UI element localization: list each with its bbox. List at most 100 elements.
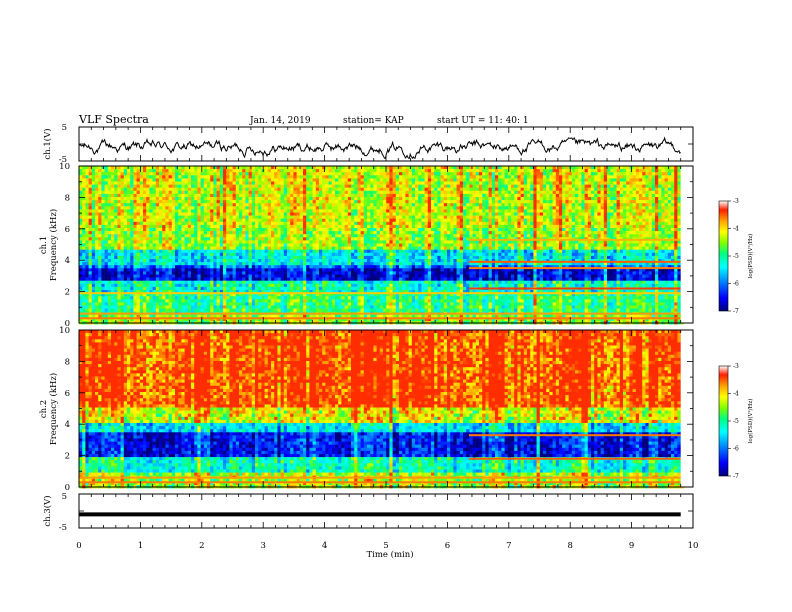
spectrogram-cell bbox=[216, 181, 221, 185]
spectrogram-cell bbox=[463, 243, 467, 247]
spectrogram-cell bbox=[616, 178, 621, 182]
spectrogram-cell bbox=[555, 178, 560, 182]
spectrogram-cell bbox=[149, 203, 153, 207]
spectrogram-cell bbox=[219, 172, 224, 176]
spectrogram-cell bbox=[437, 243, 441, 247]
spectrogram-cell bbox=[107, 209, 112, 213]
spectrogram-cell bbox=[181, 169, 185, 173]
spectrogram-cell bbox=[514, 224, 518, 229]
spectrogram-cell bbox=[248, 228, 253, 232]
spectrogram-cell bbox=[168, 193, 173, 198]
spectrogram-cell bbox=[283, 218, 288, 223]
spectrogram-cell bbox=[175, 224, 179, 229]
spectrogram-cell bbox=[216, 172, 221, 176]
spectrogram-cell bbox=[354, 221, 358, 226]
spectrogram-cell bbox=[383, 243, 387, 247]
spectrogram-cell bbox=[133, 231, 137, 235]
spectrogram-cell bbox=[171, 212, 176, 216]
spectrogram-cell bbox=[325, 181, 329, 185]
spectrogram-cell bbox=[219, 231, 224, 235]
spectrogram-cell bbox=[114, 231, 118, 235]
spectrogram-cell bbox=[405, 215, 409, 219]
spectrogram-cell bbox=[232, 209, 237, 213]
spectrogram-cell bbox=[363, 193, 368, 198]
spectrogram-cell bbox=[207, 209, 211, 213]
spectrogram-cell bbox=[117, 169, 121, 173]
spectrogram-cell bbox=[235, 203, 240, 207]
spectrogram-cell bbox=[175, 237, 179, 241]
spectrogram-cell bbox=[530, 175, 534, 179]
spectrogram-cell bbox=[507, 228, 512, 232]
spectrogram-cell bbox=[267, 240, 272, 244]
spectrogram-cell bbox=[600, 240, 605, 244]
spectrogram-cell bbox=[223, 237, 227, 241]
spectrogram-cell bbox=[101, 221, 105, 226]
spectrogram-cell bbox=[117, 215, 121, 219]
spectrogram-cell bbox=[136, 237, 141, 241]
spectrogram-cell bbox=[402, 206, 406, 210]
spectrogram-cell bbox=[475, 175, 480, 179]
spectrogram-cell bbox=[549, 175, 553, 179]
spectrogram-cell bbox=[203, 197, 208, 201]
spectrogram-cell bbox=[626, 209, 630, 213]
spectrogram-cell bbox=[127, 228, 131, 232]
spectrogram-cell bbox=[344, 172, 349, 176]
spectrogram-cell bbox=[101, 169, 105, 173]
spectrogram-cell bbox=[479, 243, 483, 247]
spectrogram-cell bbox=[155, 169, 160, 173]
spectrogram-cell bbox=[495, 209, 499, 213]
spectrogram-cell bbox=[309, 197, 313, 201]
spectrogram-cell bbox=[226, 237, 230, 241]
spectrogram-cell bbox=[175, 221, 179, 226]
spectrogram-cell bbox=[85, 243, 89, 247]
spectrogram-cell bbox=[539, 172, 544, 176]
spectrogram-cell bbox=[354, 166, 358, 170]
spectrogram-cell bbox=[127, 212, 131, 216]
spectrogram-cell bbox=[562, 181, 566, 185]
spectrogram-cell bbox=[175, 231, 179, 235]
spectrogram-cell bbox=[261, 187, 265, 192]
spectrogram-cell bbox=[613, 175, 617, 179]
spectrogram-cell bbox=[181, 243, 185, 247]
spectrogram-cell bbox=[578, 203, 582, 207]
spectrogram-cell bbox=[507, 218, 512, 223]
spectrogram-cell bbox=[306, 184, 310, 188]
spectrogram-cell bbox=[469, 166, 473, 170]
spectrogram-cell bbox=[319, 197, 323, 201]
spectrogram-cell bbox=[495, 172, 499, 176]
spectrogram-cell bbox=[399, 206, 403, 210]
spectrogram-cell bbox=[520, 224, 525, 229]
spectrogram-cell bbox=[571, 203, 576, 207]
spectrogram-cell bbox=[264, 224, 269, 229]
spectrogram-cell bbox=[325, 166, 329, 170]
spectrogram-cell bbox=[315, 231, 320, 235]
spectrogram-cell bbox=[546, 181, 550, 185]
spectrogram-cell bbox=[536, 218, 541, 223]
spectrogram-cell bbox=[527, 187, 531, 192]
spectrogram-cell bbox=[667, 190, 672, 195]
spectrogram-cell bbox=[466, 209, 470, 213]
spectrogram-cell bbox=[287, 187, 291, 192]
spectrogram-cell bbox=[453, 224, 457, 229]
spectrogram-cell bbox=[629, 203, 633, 207]
spectrogram-cell bbox=[594, 218, 598, 223]
spectrogram-cell bbox=[629, 218, 633, 223]
spectrogram-cell bbox=[594, 215, 598, 219]
spectrogram-cell bbox=[616, 200, 621, 204]
spectrogram-cell bbox=[482, 181, 486, 185]
spectrogram-cell bbox=[565, 228, 569, 232]
spectrogram-cell bbox=[504, 212, 509, 216]
spectrogram-cell bbox=[152, 237, 157, 241]
spectrogram-cell bbox=[255, 172, 259, 176]
spectrogram-cell bbox=[581, 206, 585, 210]
spectrogram-cell bbox=[664, 197, 669, 201]
spectrogram-cell bbox=[197, 200, 201, 204]
spectrogram-cell bbox=[277, 169, 281, 173]
spectrogram-cell bbox=[610, 169, 614, 173]
spectrogram-cell bbox=[280, 218, 285, 223]
spectrogram-cell bbox=[117, 166, 121, 170]
spectrogram-cell bbox=[597, 169, 601, 173]
spectrogram-cell bbox=[210, 215, 214, 219]
spectrogram-cell bbox=[331, 166, 336, 170]
spectrogram-cell bbox=[360, 231, 365, 235]
